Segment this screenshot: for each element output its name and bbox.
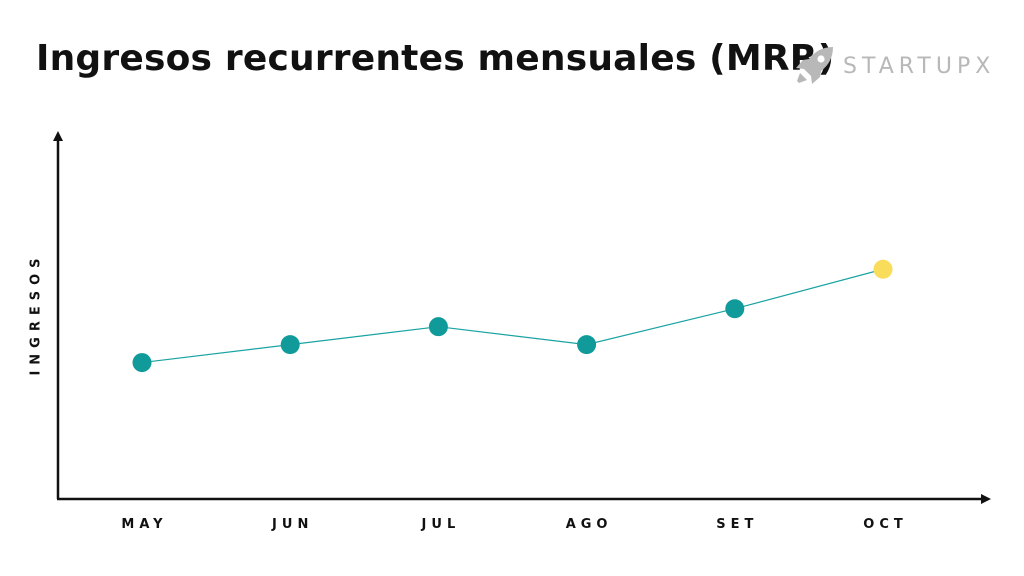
x-tick-label-jul: JUL xyxy=(421,517,461,532)
data-point-jun xyxy=(280,335,300,355)
data-point-may xyxy=(132,353,152,373)
brand-name: STARTUPX xyxy=(843,53,996,79)
data-point-ago xyxy=(577,335,597,355)
brand-logo: STARTUPX xyxy=(793,44,995,88)
x-tick-label-may: MAY xyxy=(121,517,167,532)
x-tick-labels: MAY JUN JUL AGO SET OCT xyxy=(121,517,907,532)
x-tick-label-oct: OCT xyxy=(863,517,907,532)
x-tick-label-ago: AGO xyxy=(566,517,613,532)
chart-title: Ingresos recurrentes mensuales (MRR) xyxy=(36,38,835,79)
rocket-icon xyxy=(796,47,833,84)
data-point-oct xyxy=(873,259,893,279)
x-tick-label-set: SET xyxy=(716,517,758,532)
data-point-set xyxy=(725,299,745,319)
data-point-jul xyxy=(428,317,448,337)
series-line xyxy=(141,268,884,364)
series-layer xyxy=(132,259,893,373)
x-tick-label-jun: JUN xyxy=(271,517,313,532)
